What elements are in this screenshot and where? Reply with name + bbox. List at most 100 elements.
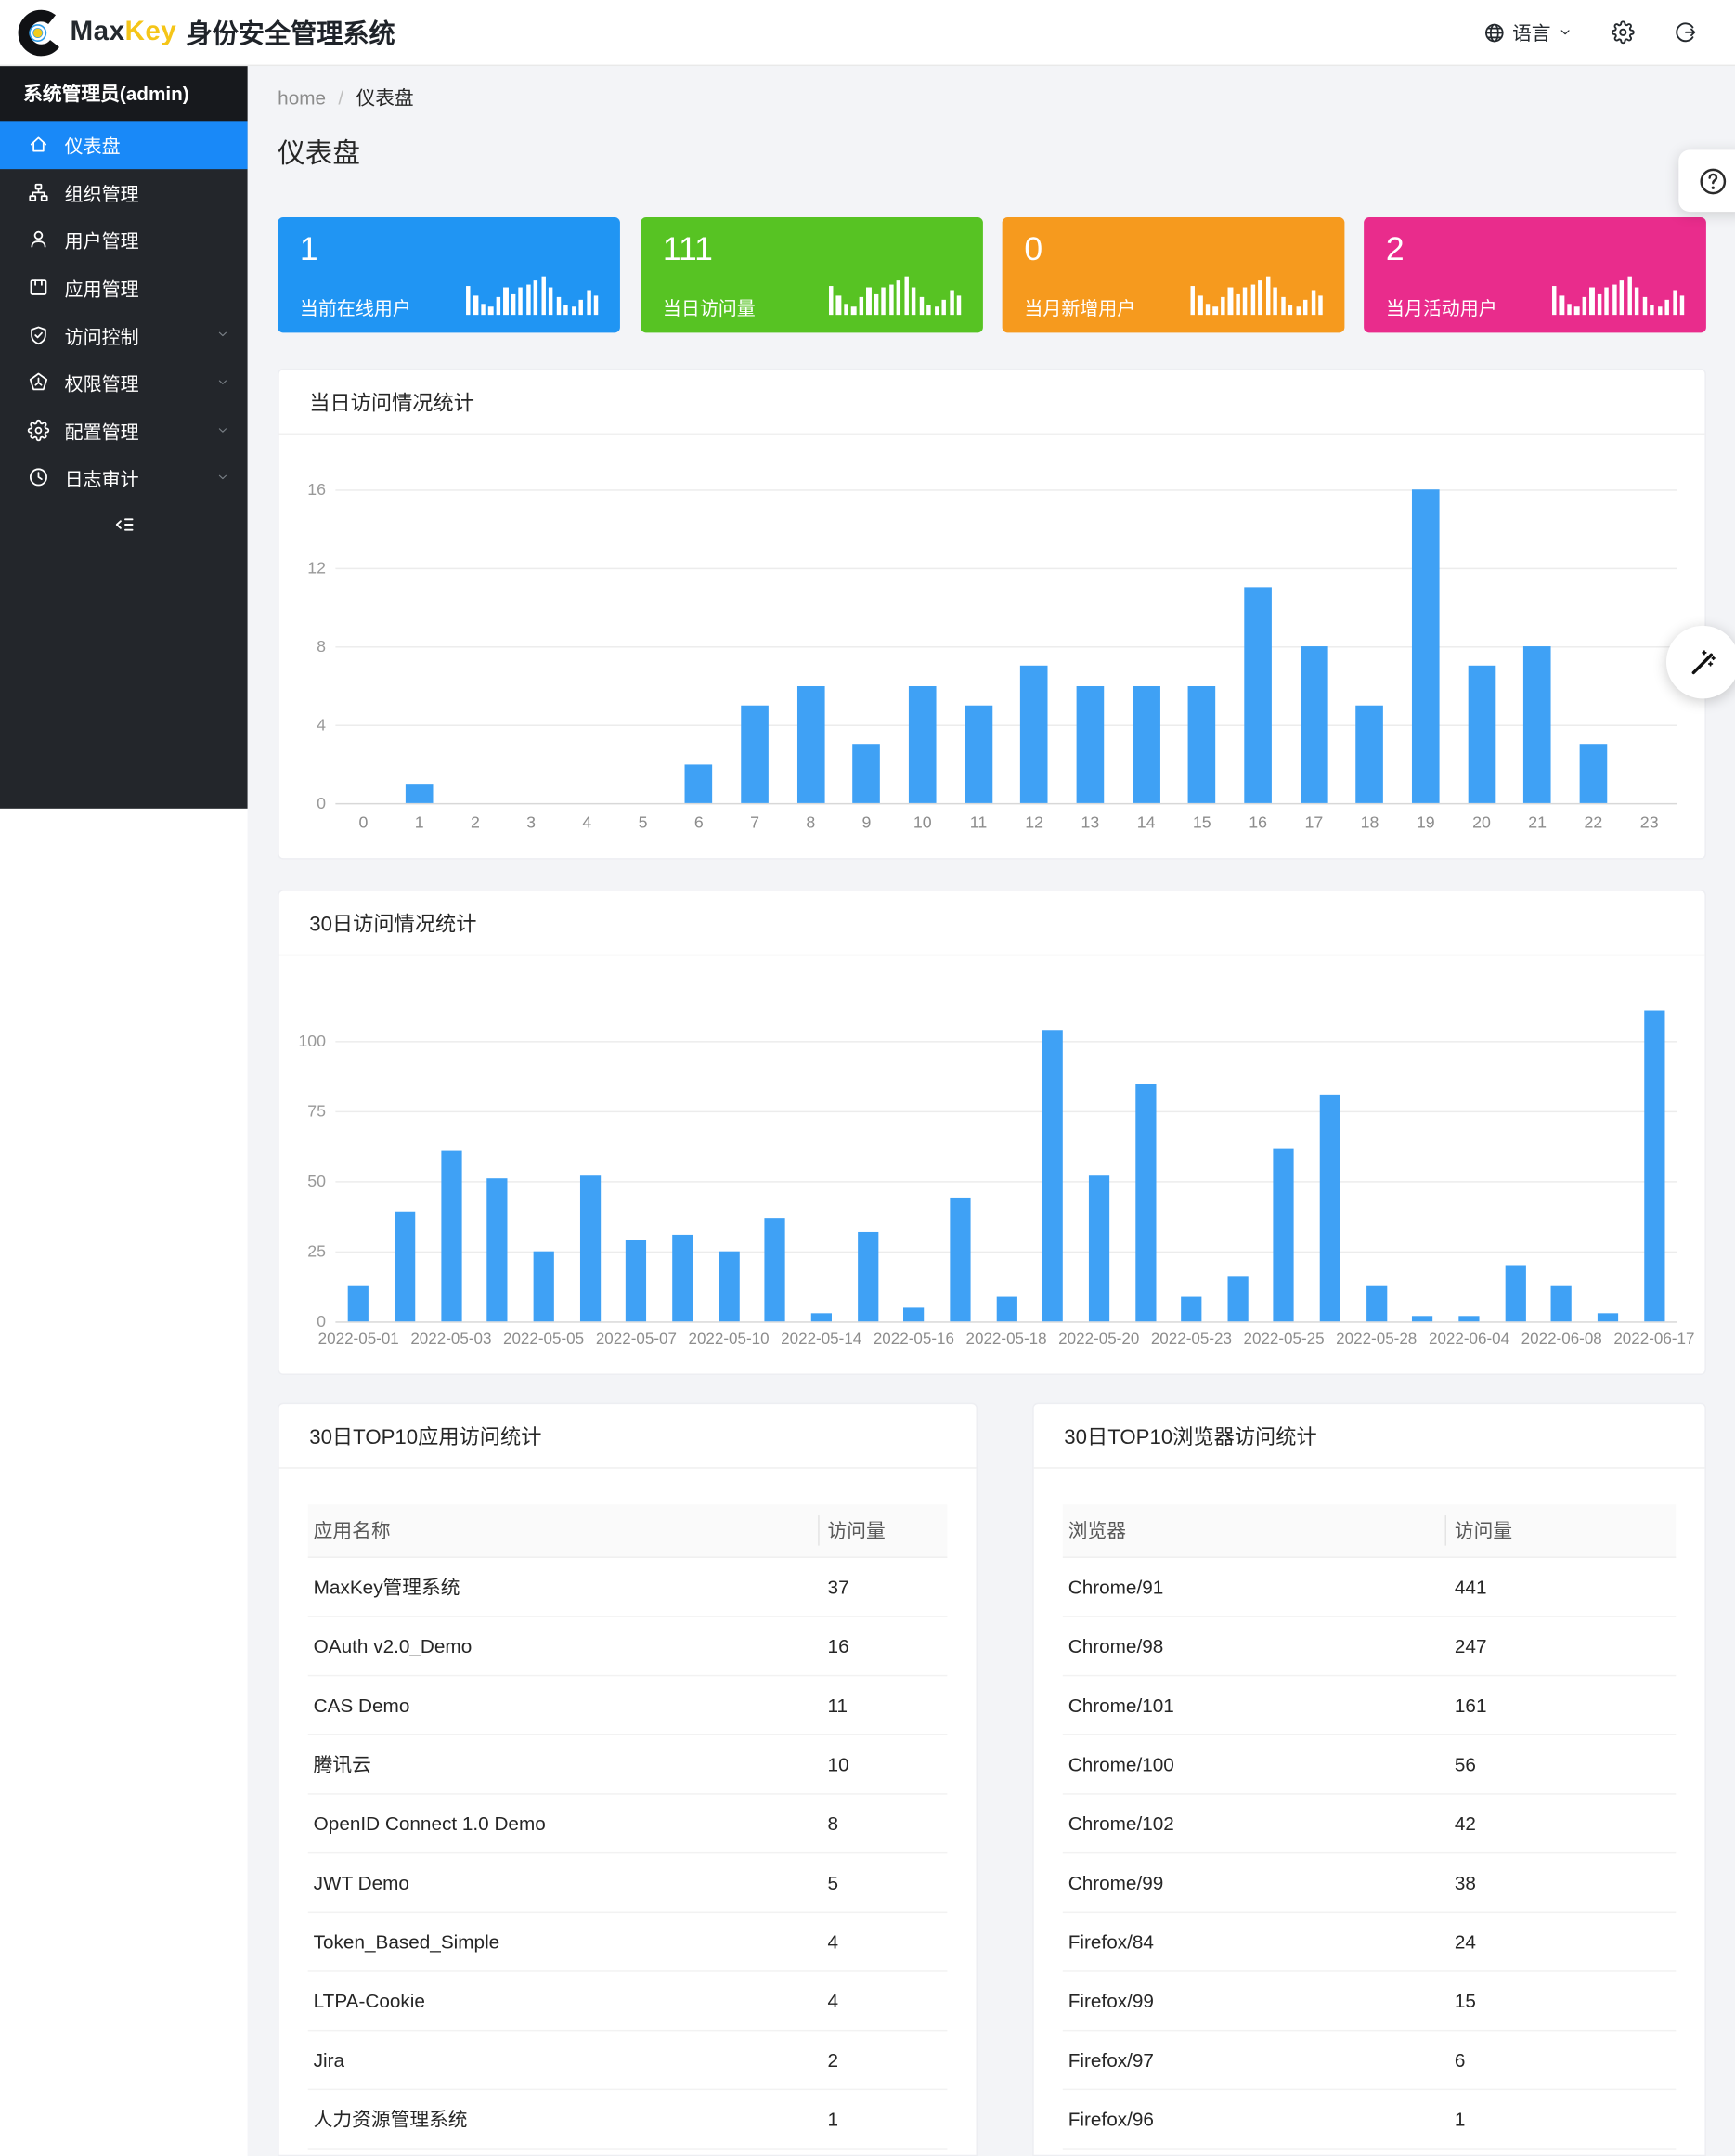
help-button[interactable] [1678, 149, 1735, 213]
chart-title-30day: 30日访问情况统计 [278, 891, 1705, 956]
gridline [335, 1110, 1677, 1113]
chart-bar[interactable] [741, 705, 769, 804]
cell-name: Chrome/98 [1068, 1634, 1164, 1657]
gridline [335, 1251, 1677, 1253]
chart-bar[interactable] [1042, 1029, 1064, 1322]
breadcrumb-home-link[interactable]: home [278, 86, 327, 109]
stat-label: 当月新增用户 [1024, 298, 1136, 319]
chart-bar[interactable] [903, 1307, 925, 1322]
chart-bar[interactable] [1458, 1316, 1480, 1322]
chart-bar[interactable] [1355, 705, 1384, 804]
sidebar-item-access[interactable]: 访问控制 [0, 311, 248, 358]
gridline [335, 489, 1677, 491]
chart-bar[interactable] [1273, 1147, 1295, 1322]
clock-icon [28, 467, 50, 489]
chart-bar[interactable] [1134, 1083, 1156, 1322]
chart-bar[interactable] [1643, 1009, 1665, 1322]
chart-bar[interactable] [764, 1217, 785, 1322]
breadcrumb-current: 仪表盘 [356, 86, 414, 109]
chart-bar[interactable] [405, 783, 434, 804]
cell-name: Firefox/99 [1068, 1989, 1154, 2012]
x-axis-tick: 22 [1584, 812, 1603, 832]
chart-bar[interactable] [684, 763, 713, 803]
chart-bar[interactable] [1188, 685, 1216, 803]
sidebar-item-config[interactable]: 配置管理 [0, 407, 248, 454]
chart-bar[interactable] [626, 1240, 647, 1322]
header-actions: 语言 [1483, 0, 1697, 65]
table-row: JWT Demo 5 [307, 1853, 948, 1914]
sidebar-item-label: 权限管理 [64, 374, 139, 396]
language-label: 语言 [1512, 20, 1551, 44]
chart-bar[interactable] [1244, 587, 1272, 804]
chevron-down-icon [216, 375, 230, 389]
chart-bar[interactable] [1597, 1313, 1619, 1322]
table-title-apps: 30日TOP10应用访问统计 [278, 1404, 977, 1469]
table-row: Chrome/99 38 [1062, 1853, 1677, 1914]
top-header: MaxKey 身份安全管理系统 语言 [0, 0, 1735, 67]
sidebar-collapse-button[interactable] [0, 504, 248, 545]
chart-bar[interactable] [1181, 1295, 1202, 1322]
chart-bar[interactable] [718, 1251, 740, 1322]
chart-bar[interactable] [1579, 744, 1608, 804]
x-axis-tick: 19 [1416, 812, 1435, 832]
chart-bar[interactable] [857, 1231, 878, 1322]
chart-title-daily: 当日访问情况统计 [278, 370, 1705, 435]
chart-card-30day: 30日访问情况统计 0 25 50 75 100 2022-05-01 2022-05-03… [278, 890, 1706, 1375]
chart-bar[interactable] [1366, 1284, 1387, 1322]
cell-name: MaxKey管理系统 [313, 1576, 460, 1598]
x-axis-tick: 2022-05-03 [410, 1331, 492, 1348]
chart-bar[interactable] [1551, 1284, 1573, 1322]
chart-bar[interactable] [950, 1198, 971, 1322]
sidebar-item-orgs[interactable]: 组织管理 [0, 169, 248, 216]
x-axis-tick: 2022-05-18 [965, 1331, 1047, 1348]
chart-bar[interactable] [1319, 1094, 1341, 1322]
chart-bar[interactable] [1411, 489, 1440, 803]
table-row: Chrome/102 42 [1062, 1795, 1677, 1854]
language-dropdown[interactable]: 语言 [1483, 19, 1573, 46]
table-row: Firefox/84 24 [1062, 1913, 1677, 1972]
chart-bar[interactable] [440, 1149, 462, 1322]
chart-bar[interactable] [672, 1234, 693, 1322]
chart-bar[interactable] [1523, 646, 1551, 803]
settings-button[interactable] [1611, 20, 1635, 45]
x-axis-tick: 18 [1360, 812, 1379, 832]
chart-bar[interactable] [1088, 1175, 1109, 1322]
chart-bar[interactable] [579, 1175, 601, 1322]
annotate-button[interactable] [1665, 625, 1735, 699]
chart-bar[interactable] [486, 1178, 508, 1322]
chart-bar[interactable] [348, 1284, 369, 1322]
chart-bar[interactable] [1132, 685, 1160, 803]
chart-bar[interactable] [1505, 1265, 1526, 1322]
x-axis-tick: 14 [1136, 812, 1156, 832]
cell-name: OpenID Connect 1.0 Demo [313, 1812, 546, 1835]
chart-bar[interactable] [965, 705, 992, 804]
chart-bar[interactable] [395, 1212, 416, 1322]
chart-bar[interactable] [1227, 1276, 1249, 1322]
cell-name: LTPA-Cookie [313, 1989, 425, 2012]
chart-bar[interactable] [1020, 666, 1048, 804]
chart-bar[interactable] [852, 744, 881, 804]
sidebar-item-audit[interactable]: 日志审计 [0, 454, 248, 501]
y-axis-tick: 50 [307, 1171, 326, 1191]
chart-bar[interactable] [1412, 1316, 1433, 1322]
chart-bar[interactable] [533, 1251, 554, 1322]
sidebar-item-apps[interactable]: 应用管理 [0, 264, 248, 311]
chart-bar[interactable] [796, 685, 825, 803]
cell-name: Chrome/99 [1068, 1871, 1164, 1894]
chart-bar[interactable] [1468, 666, 1495, 804]
sidebar: 系统管理员(admin) 仪表盘 组织管理 用户管理 应用管理 访问控制 权限管理 配置管理… [0, 64, 248, 809]
logout-button[interactable] [1673, 20, 1696, 44]
breadcrumb: home / 仪表盘 [278, 84, 414, 111]
x-axis-tick: 20 [1472, 812, 1491, 832]
chart-bar[interactable] [1076, 685, 1105, 803]
sidebar-item-label: 用户管理 [64, 231, 139, 253]
chart-bar[interactable] [995, 1295, 1017, 1322]
table-title-browsers: 30日TOP10浏览器访问统计 [1033, 1404, 1705, 1469]
sidebar-item-dashboard[interactable]: 仪表盘 [0, 121, 248, 169]
sidebar-item-permissions[interactable]: 权限管理 [0, 358, 248, 406]
chart-bar[interactable] [1300, 646, 1328, 803]
chart-bar[interactable] [908, 685, 937, 803]
sidebar-item-users[interactable]: 用户管理 [0, 216, 248, 264]
x-axis-tick: 8 [806, 812, 816, 832]
chart-bar[interactable] [810, 1313, 832, 1322]
